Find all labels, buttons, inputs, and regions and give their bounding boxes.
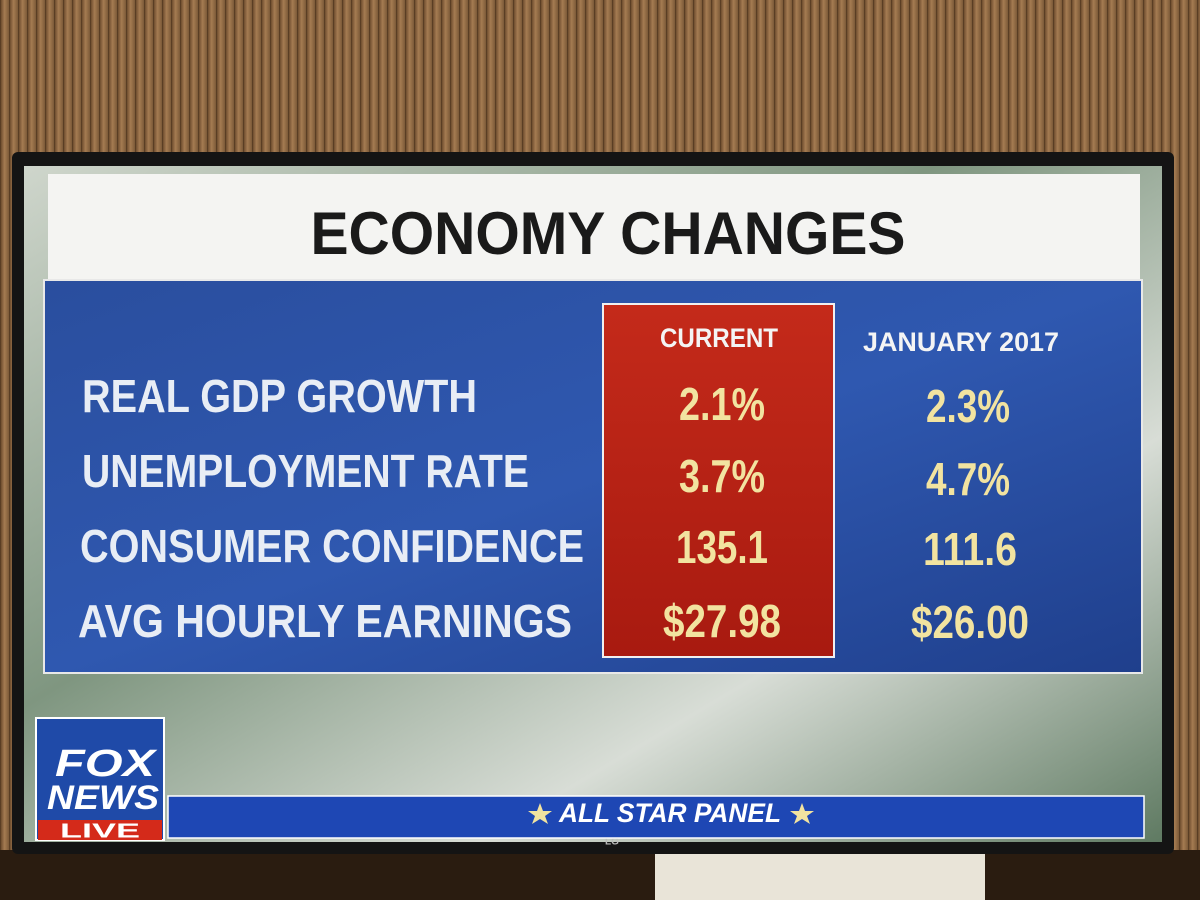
column-header: JANUARY 2017 [863,327,1059,357]
current-value: 135.1 [676,521,768,573]
live-box [38,820,162,840]
papers [655,852,985,900]
january-value: 111.6 [923,523,1017,575]
logo-text: FOX [55,743,158,785]
title: ECONOMY CHANGES [311,200,906,267]
january-value: 2.3% [926,380,1010,432]
title-bar [48,174,1140,292]
table-top [0,850,1200,900]
row-label: UNEMPLOYMENT RATE [82,445,529,497]
current-value: 3.7% [679,450,765,502]
row-label: REAL GDP GROWTH [82,370,477,422]
row-label: AVG HOURLY EARNINGS [78,595,572,647]
current-column [602,303,835,658]
current-value: $27.98 [663,595,781,647]
row-label: CONSUMER CONFIDENCE [80,520,584,572]
logo-box [35,717,165,841]
current-value: 2.1% [679,378,765,430]
star [790,803,814,824]
january-value: $26.00 [911,596,1029,648]
january-value: 4.7% [926,453,1010,505]
logo-text: NEWS [47,779,159,817]
live-text: LIVE [60,820,140,842]
table-panel [43,279,1143,674]
tv-brand: LG [605,837,619,848]
column-header: CURRENT [660,323,778,353]
banner [167,795,1145,839]
star [528,803,552,824]
banner-text: ALL STAR PANEL [558,798,781,828]
